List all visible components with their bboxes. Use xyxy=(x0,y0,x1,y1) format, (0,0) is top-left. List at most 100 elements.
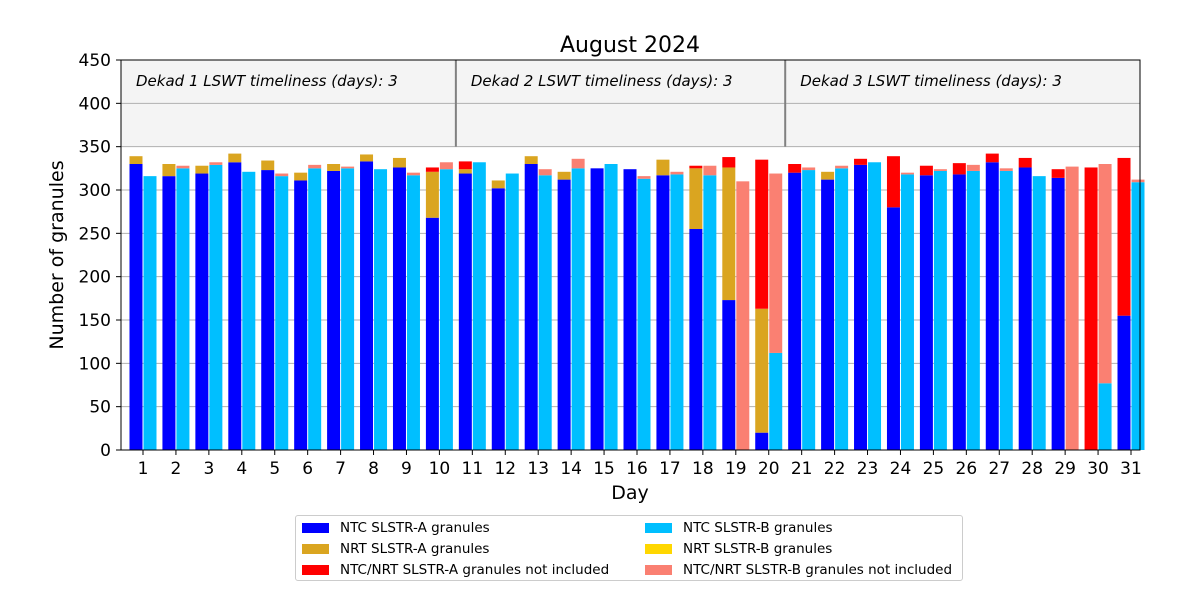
legend-swatch-nrt-b xyxy=(645,544,672,554)
y-tick-label: 100 xyxy=(79,354,111,374)
y-tick-label: 350 xyxy=(79,138,111,158)
x-tick-label: 2 xyxy=(171,459,182,479)
bar-ntc-b xyxy=(374,169,388,450)
bar-nrt-a xyxy=(491,180,505,189)
bar-ntc-a xyxy=(590,168,604,451)
bar-ntc-a xyxy=(788,172,802,450)
bar-miss-b xyxy=(406,172,420,176)
bar-ntc-a xyxy=(392,167,406,450)
legend-label-nrt-b: NRT SLSTR-B granules xyxy=(683,541,833,557)
plot-frame xyxy=(120,59,1141,451)
x-axis-label: Day xyxy=(611,482,649,504)
bar-ntc-a xyxy=(952,174,966,450)
bar-ntc-a xyxy=(919,175,933,450)
bar-miss-b xyxy=(966,164,980,171)
y-tick-label: 450 xyxy=(79,51,111,71)
bar-ntc-b xyxy=(1032,176,1046,450)
bar-nrt-a xyxy=(327,164,341,171)
y-tick-label: 0 xyxy=(100,441,111,461)
bar-ntc-b xyxy=(900,174,914,450)
bar-miss-a xyxy=(689,165,703,169)
bar-ntc-a xyxy=(821,179,835,450)
x-tick-label: 19 xyxy=(725,459,747,479)
bar-miss-a xyxy=(886,156,900,208)
x-tick-label: 26 xyxy=(956,459,978,479)
legend: NTC SLSTR-A granules NTC SLSTR-B granule… xyxy=(295,515,963,581)
bar-ntc-a xyxy=(228,162,242,450)
bar-ntc-b xyxy=(1098,383,1112,450)
legend-swatch-nrt-a xyxy=(302,544,329,554)
bar-layer xyxy=(129,153,1145,451)
x-tick-label: 28 xyxy=(1021,459,1043,479)
bar-miss-b xyxy=(571,158,585,169)
bar-nrt-a xyxy=(392,157,406,168)
bar-nrt-a xyxy=(228,153,242,163)
bar-ntc-a xyxy=(623,169,637,450)
x-tick-label: 11 xyxy=(462,459,484,479)
bar-ntc-a xyxy=(886,207,900,450)
bar-ntc-a xyxy=(425,217,439,450)
bar-nrt-a xyxy=(162,164,176,177)
bar-miss-b xyxy=(835,165,849,169)
bar-miss-b xyxy=(308,164,322,169)
bar-miss-b xyxy=(769,173,783,353)
bar-ntc-a xyxy=(656,175,670,450)
bar-ntc-b xyxy=(868,162,882,450)
bar-miss-b xyxy=(637,176,651,179)
bar-ntc-b xyxy=(439,169,453,450)
bar-nrt-a xyxy=(755,308,769,433)
x-tick-label: 20 xyxy=(758,459,780,479)
bar-miss-b xyxy=(176,165,190,169)
dekad-label: Dekad 3 LSWT timeliness (days): 3 xyxy=(800,72,1062,90)
bar-ntc-a xyxy=(360,161,374,450)
y-tick-label: 300 xyxy=(79,181,111,201)
x-tick-label: 5 xyxy=(269,459,280,479)
legend-item-missing-b: NTC/NRT SLSTR-B granules not included xyxy=(645,560,952,580)
bar-ntc-a xyxy=(755,432,769,450)
bar-miss-b xyxy=(275,173,289,177)
bar-ntc-a xyxy=(129,164,143,450)
x-tick-label: 10 xyxy=(429,459,451,479)
bar-miss-a xyxy=(1051,169,1065,178)
bar-ntc-a xyxy=(1117,315,1131,450)
bar-ntc-b xyxy=(966,170,980,450)
legend-label-missing-a: NTC/NRT SLSTR-A granules not included xyxy=(340,562,610,578)
legend-label-ntc-b: NTC SLSTR-B granules xyxy=(683,520,833,536)
bar-ntc-a xyxy=(458,173,472,451)
legend-label-nrt-a: NRT SLSTR-A granules xyxy=(340,541,490,557)
x-tick-label: 8 xyxy=(368,459,379,479)
bar-nrt-a xyxy=(294,172,308,181)
bar-ntc-b xyxy=(538,175,552,450)
y-axis-label: Number of granules xyxy=(46,160,68,349)
bar-miss-b xyxy=(736,181,750,451)
y-tick-label: 250 xyxy=(79,224,111,244)
x-tick-label: 14 xyxy=(560,459,582,479)
x-tick-label: 16 xyxy=(626,459,648,479)
bar-miss-b xyxy=(670,171,684,175)
legend-item-nrt-a: NRT SLSTR-A granules xyxy=(302,539,489,559)
bar-miss-a xyxy=(458,161,472,170)
bar-nrt-a xyxy=(557,171,571,180)
bar-ntc-b xyxy=(933,170,947,450)
x-tick-label: 12 xyxy=(494,459,516,479)
bar-miss-b xyxy=(999,168,1013,171)
bar-miss-b xyxy=(933,169,947,171)
bar-nrt-a xyxy=(360,154,374,162)
x-tick-label: 18 xyxy=(692,459,714,479)
y-tick-label: 400 xyxy=(79,94,111,114)
bar-miss-b xyxy=(439,162,453,170)
bar-ntc-a xyxy=(985,162,999,450)
bar-nrt-a xyxy=(656,159,670,176)
bar-ntc-b xyxy=(802,170,816,451)
bar-miss-a xyxy=(985,153,999,163)
bar-ntc-b xyxy=(209,164,223,450)
bar-ntc-b xyxy=(571,168,585,451)
x-tick-label: 22 xyxy=(824,459,846,479)
x-tick-label: 4 xyxy=(236,459,247,479)
x-tick-label: 30 xyxy=(1087,459,1109,479)
bar-miss-a xyxy=(1117,157,1131,316)
bar-ntc-a xyxy=(854,164,868,450)
bar-miss-b xyxy=(1065,166,1079,450)
